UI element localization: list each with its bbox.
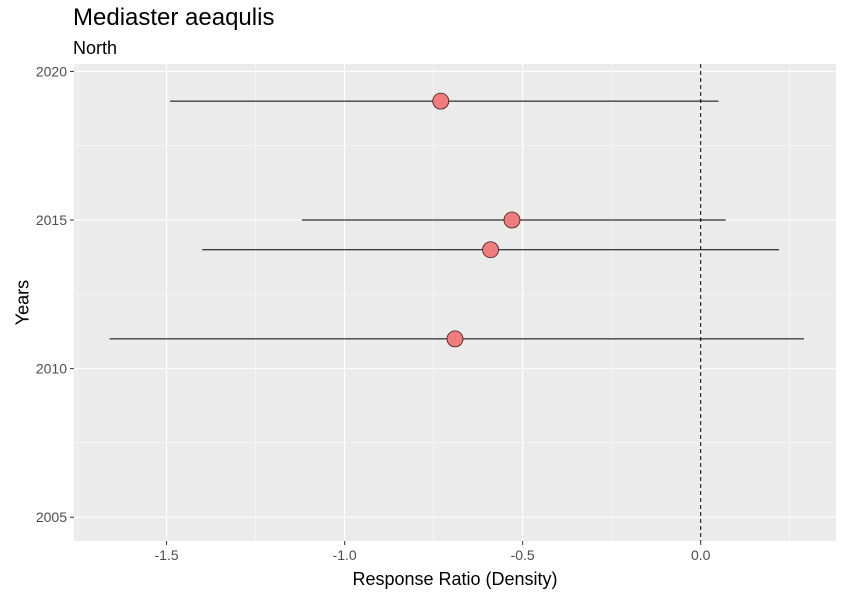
- major-gridlines: [74, 64, 836, 541]
- plot-panel: [74, 64, 836, 541]
- chart-title: Mediaster aeaqulis: [73, 4, 275, 31]
- x-tick-label: -0.5: [511, 547, 535, 563]
- chart-subtitle: North: [73, 38, 118, 58]
- x-tick-label: -1.5: [155, 547, 179, 563]
- y-tick-label: 2015: [36, 212, 67, 228]
- x-tick-label: 0.0: [691, 547, 711, 563]
- axis-ticks: [70, 70, 702, 545]
- y-axis-tick-labels: 2005 2010 2015 2020: [36, 63, 67, 525]
- minor-gridlines: [74, 64, 836, 541]
- y-tick-label: 2005: [36, 509, 67, 525]
- x-tick-label: -1.0: [333, 547, 357, 563]
- data-points: [432, 92, 521, 348]
- y-axis-title: Years: [12, 280, 32, 325]
- data-point: [482, 241, 500, 259]
- data-point: [446, 330, 464, 348]
- y-tick-label: 2020: [36, 63, 67, 79]
- x-axis-tick-labels: -1.5 -1.0 -0.5 0.0: [155, 547, 711, 563]
- data-point: [503, 211, 521, 229]
- data-point: [432, 92, 450, 110]
- x-axis-title: Response Ratio (Density): [352, 569, 557, 589]
- y-tick-label: 2010: [36, 361, 67, 377]
